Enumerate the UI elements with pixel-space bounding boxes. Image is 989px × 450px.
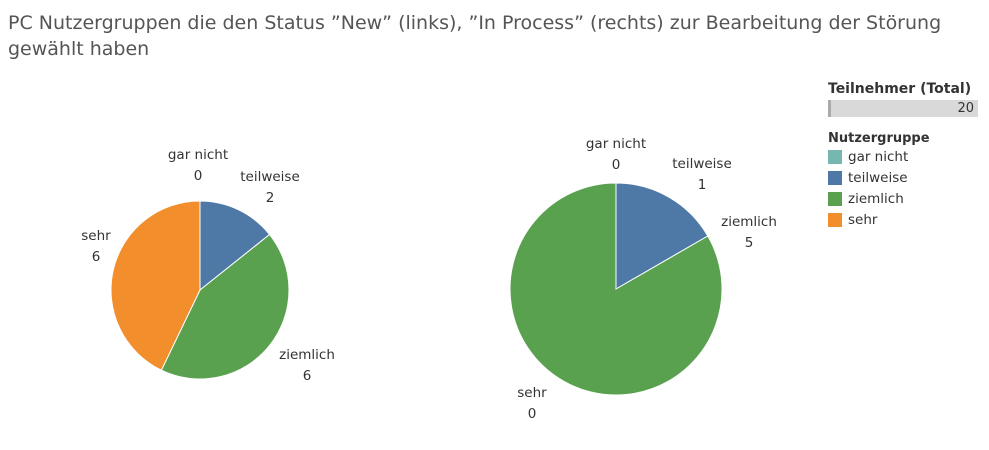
pie-slice[interactable] — [199, 200, 271, 292]
slice-value-label: 2 — [266, 190, 275, 206]
slice-category-label: teilweise — [240, 169, 300, 185]
legend-swatch — [828, 149, 842, 164]
legend-label: gar nicht — [848, 148, 909, 165]
legend-swatch — [828, 191, 842, 206]
pie-slice[interactable] — [160, 233, 290, 380]
slice-value-label: 5 — [745, 235, 754, 251]
slice-category-label: teilweise — [672, 156, 732, 172]
legend-item[interactable]: sehr — [828, 209, 983, 230]
legend-label: sehr — [848, 211, 878, 228]
total-value: 20 — [957, 101, 974, 116]
chart-title: PC Nutzergruppen die den Status ”New” (l… — [8, 12, 942, 60]
legend: Teilnehmer (Total) 20 Nutzergruppe gar n… — [828, 81, 983, 230]
legend-item[interactable]: ziemlich — [828, 188, 983, 209]
slice-value-label: 6 — [303, 368, 312, 384]
legend-label: ziemlich — [848, 190, 904, 207]
pie-slice[interactable] — [110, 200, 201, 371]
slice-category-label: ziemlich — [279, 347, 335, 363]
slice-category-label: gar nicht — [168, 147, 228, 163]
total-legend-title: Teilnehmer (Total) — [828, 81, 972, 97]
total-size-bar: 20 — [828, 100, 978, 117]
slice-value-label: 0 — [194, 168, 203, 184]
legend-label: teilweise — [848, 169, 908, 186]
legend-swatch — [828, 170, 842, 185]
slice-category-label: sehr — [81, 228, 111, 244]
slice-value-label: 6 — [92, 249, 101, 265]
legend-item[interactable]: gar nicht — [828, 146, 983, 167]
legend-item[interactable]: teilweise — [828, 167, 983, 188]
slice-category-label: ziemlich — [721, 214, 777, 230]
slice-category-label: gar nicht — [586, 136, 646, 152]
legend-items: gar nicht teilweise ziemlich sehr — [828, 146, 983, 230]
slice-value-label: 0 — [528, 406, 537, 422]
pie-slice[interactable] — [615, 182, 709, 290]
pie-slice[interactable] — [509, 182, 723, 396]
slice-category-label: sehr — [517, 385, 547, 401]
slice-value-label: 0 — [612, 157, 621, 173]
legend-swatch — [828, 212, 842, 227]
slice-value-label: 1 — [698, 177, 707, 193]
color-legend-title: Nutzergruppe — [828, 131, 930, 146]
